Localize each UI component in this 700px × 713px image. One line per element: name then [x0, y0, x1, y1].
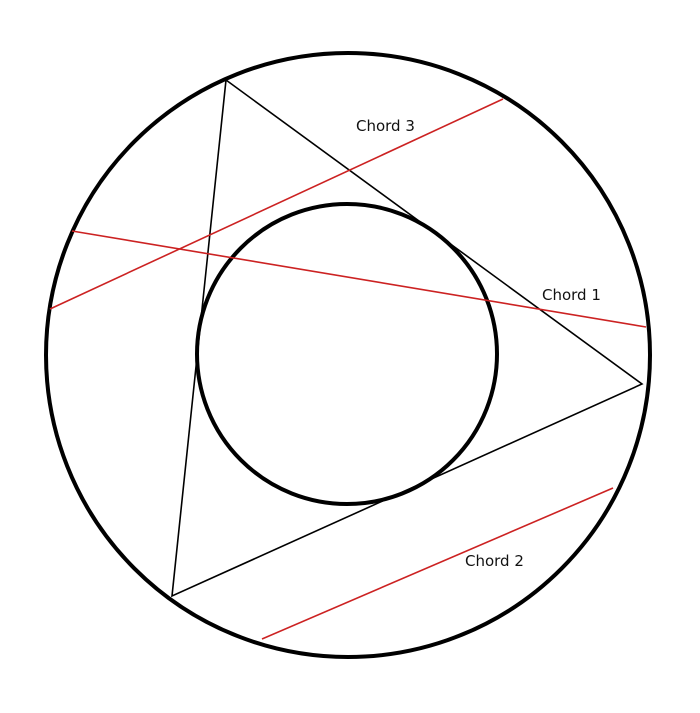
- inner-circle: [195, 202, 499, 506]
- chord-3-line: [49, 98, 504, 310]
- chord-1-label: Chord 1: [542, 286, 601, 304]
- outer-circle: [44, 51, 652, 659]
- chord-3-label: Chord 3: [356, 117, 415, 135]
- inscribed-triangle: [171, 78, 644, 598]
- chord-2-label: Chord 2: [465, 552, 524, 570]
- chord-1-line: [71, 230, 647, 328]
- chord-2-line: [261, 487, 614, 640]
